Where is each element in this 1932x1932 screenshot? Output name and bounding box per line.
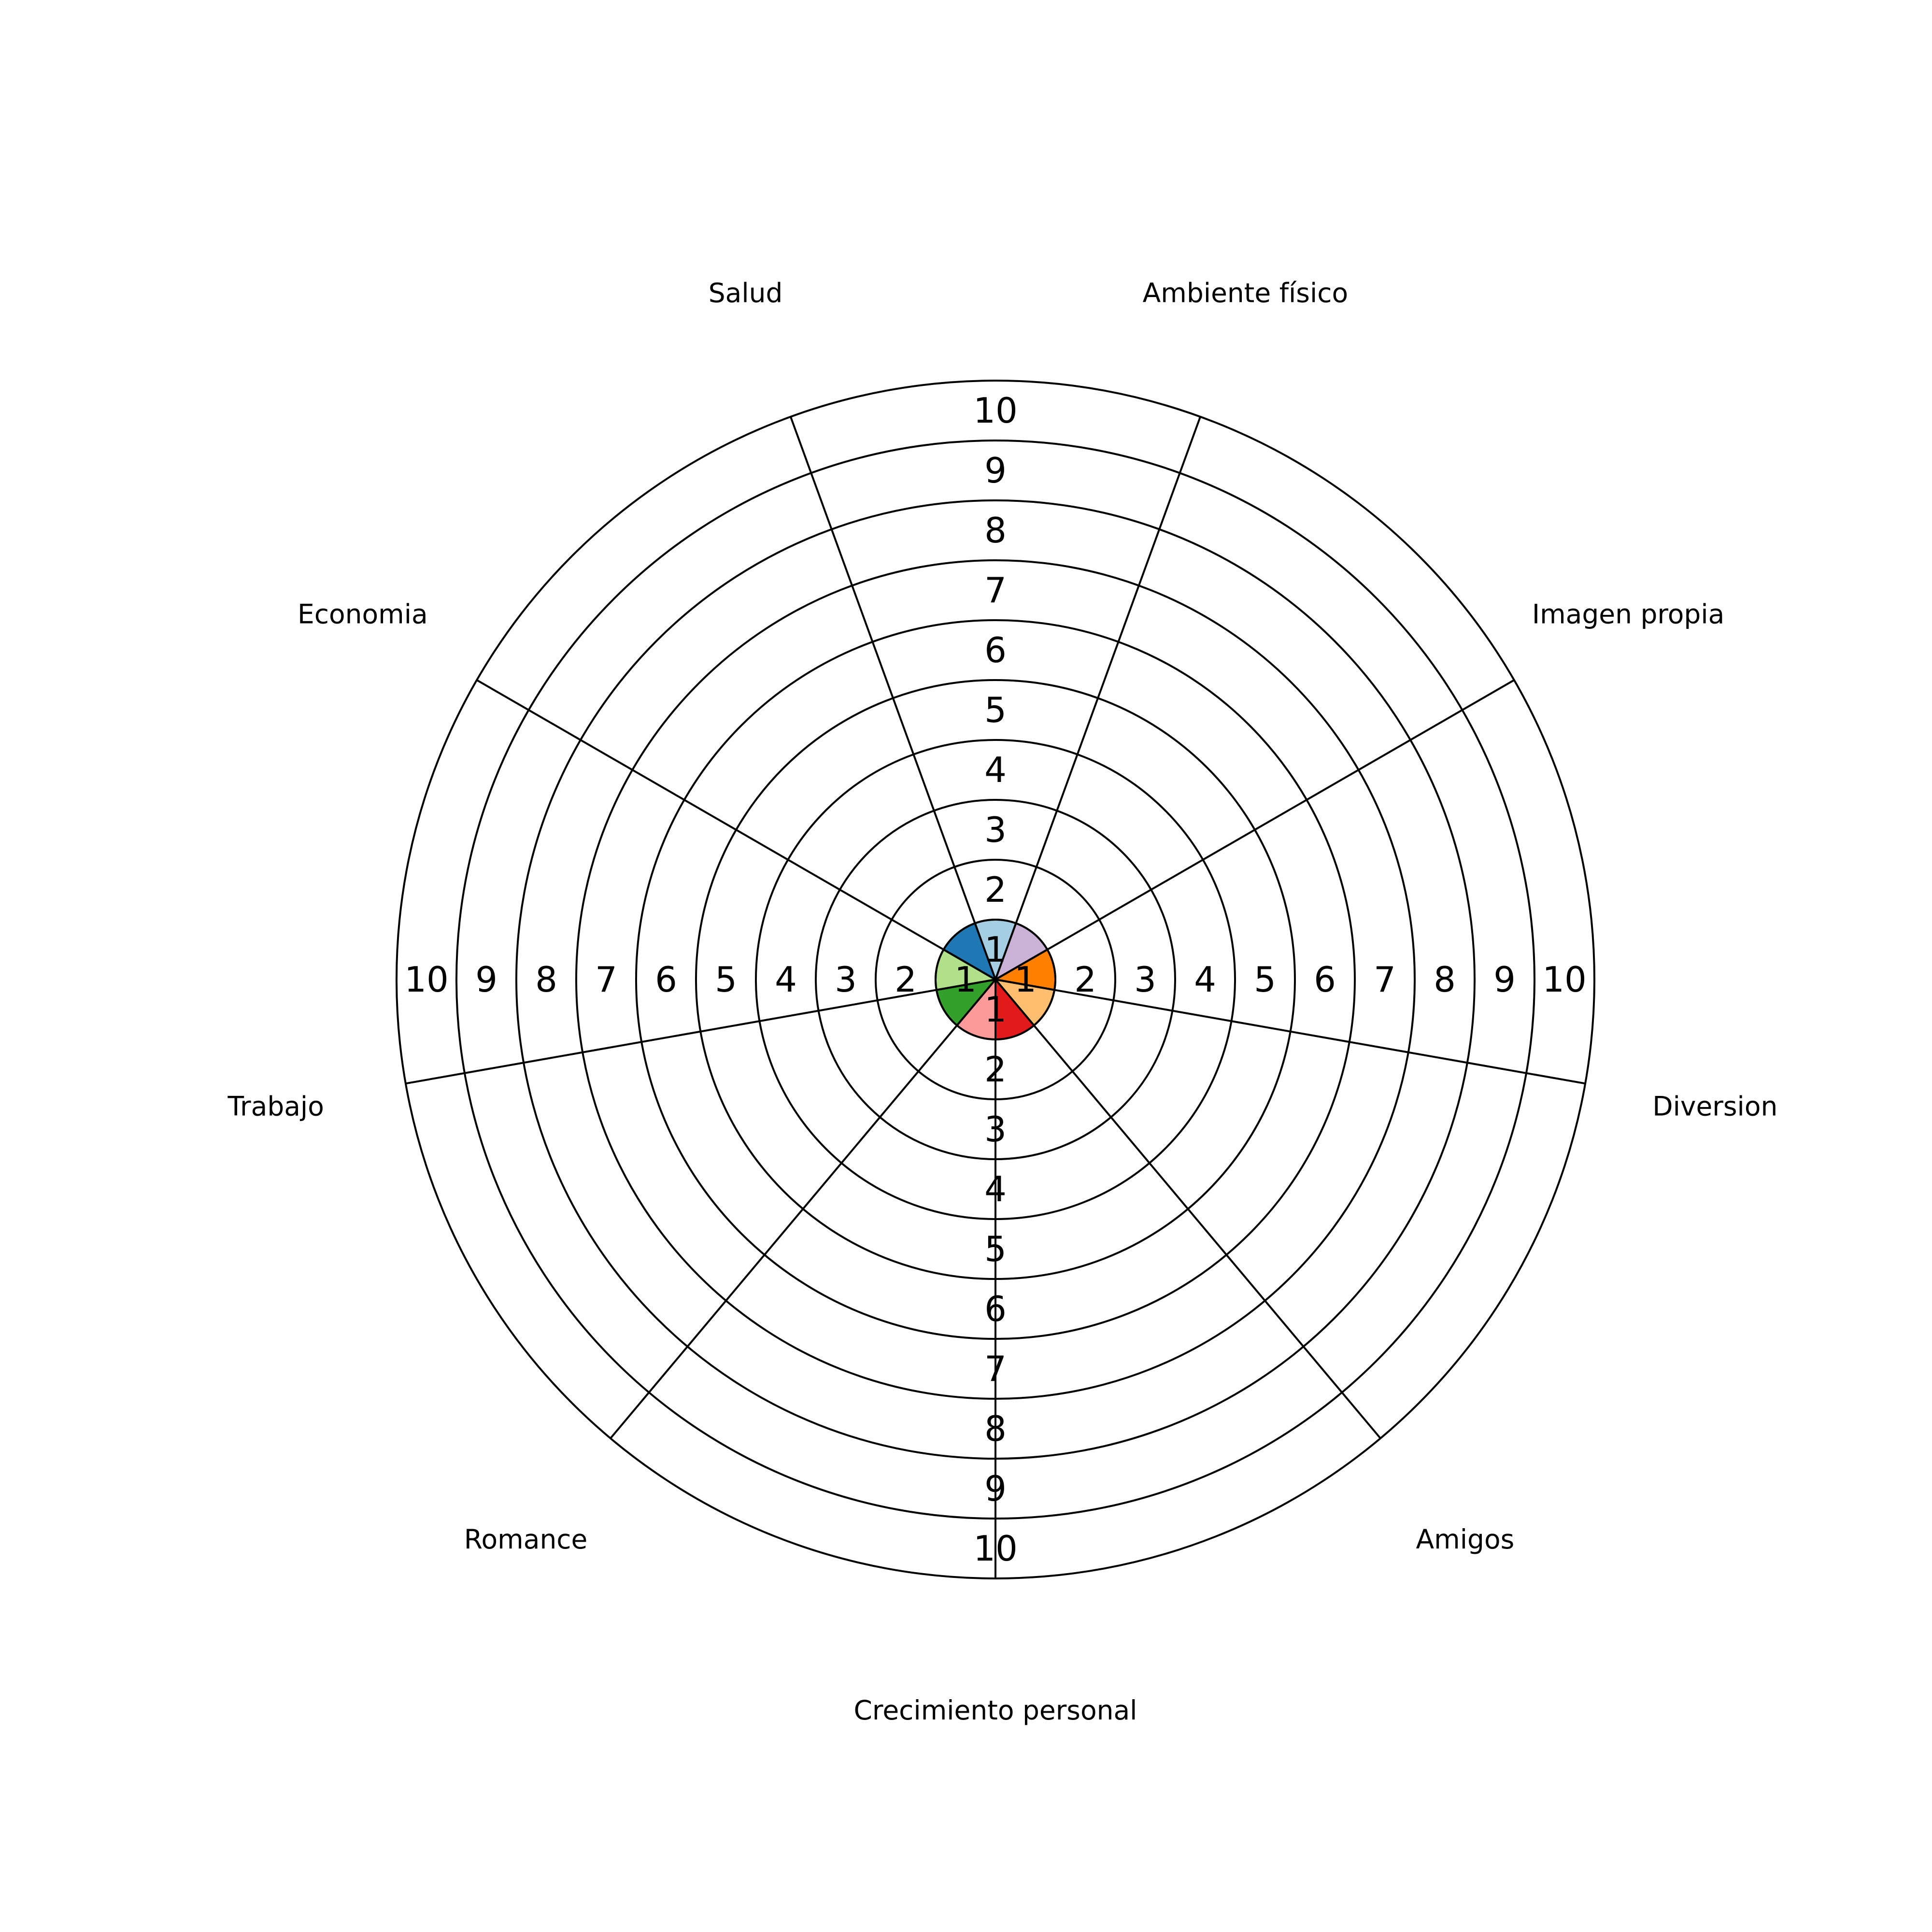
tick-label-up-8: 8 [984,510,1007,551]
tick-label-up-5: 5 [984,690,1007,730]
tick-label-left-4: 4 [775,959,797,1000]
tick-label-up-10: 10 [973,390,1018,431]
tick-label-up-2: 2 [984,869,1007,910]
category-label-2: Ambiente físico [1143,277,1348,308]
tick-label-right-9: 9 [1493,959,1516,1000]
tick-label-left-5: 5 [715,959,737,1000]
category-label-4: Diversion [1652,1091,1777,1122]
tick-label-down-1: 1 [984,989,1007,1030]
tick-label-up-1: 1 [984,929,1007,970]
spoke-1 [790,416,996,980]
category-label-6: Crecimiento personal [854,1695,1137,1726]
tick-label-right-6: 6 [1314,959,1336,1000]
category-label-3: Imagen propia [1532,599,1724,630]
tick-label-down-9: 9 [984,1468,1007,1509]
tick-label-right-10: 10 [1542,959,1587,1000]
category-label-5: Amigos [1416,1524,1515,1555]
spoke-8 [405,979,996,1085]
tick-label-down-5: 5 [984,1229,1007,1269]
tick-label-down-7: 7 [984,1349,1007,1389]
tick-label-down-10: 10 [973,1528,1018,1569]
tick-label-down-3: 3 [984,1109,1007,1150]
tick-label-down-8: 8 [984,1408,1007,1449]
spoke-2 [994,416,1201,980]
spoke-grid [405,416,1586,1578]
tick-label-left-3: 3 [835,959,857,1000]
tick-label-right-3: 3 [1134,959,1156,1000]
tick-label-up-4: 4 [984,750,1007,790]
tick-label-down-4: 4 [984,1169,1007,1209]
tick-label-up-9: 9 [984,450,1007,491]
tick-label-left-2: 2 [895,959,917,1000]
tick-label-right-5: 5 [1254,959,1276,1000]
spoke-5 [994,979,1381,1439]
tick-label-up-6: 6 [984,630,1007,670]
category-label-8: Trabajo [227,1091,324,1122]
spoke-4 [995,979,1586,1085]
tick-label-right-2: 2 [1074,959,1096,1000]
tick-label-right-8: 8 [1434,959,1456,1000]
tick-label-left-8: 8 [535,959,557,1000]
tick-label-left-9: 9 [475,959,497,1000]
category-labels: Salud Ambiente físico Imagen propia Diversi… [227,277,1777,1725]
spoke-3 [995,679,1515,980]
tick-label-left-1: 1 [954,959,977,1000]
category-label-7: Romance [464,1524,588,1555]
tick-label-left-10: 10 [404,959,449,1000]
tick-label-right-1: 1 [1014,959,1037,1000]
tick-label-down-2: 2 [984,1049,1007,1090]
tick-label-left-6: 6 [655,959,677,1000]
tick-label-down-6: 6 [984,1289,1007,1329]
tick-label-left-7: 7 [595,959,617,1000]
tick-label-up-3: 3 [984,810,1007,850]
tick-label-right-4: 4 [1194,959,1216,1000]
category-label-1: Salud [709,277,783,308]
category-label-9: Economia [298,599,428,630]
tick-label-up-7: 7 [984,570,1007,611]
spoke-9 [476,679,996,980]
tick-label-right-7: 7 [1374,959,1396,1000]
spoke-7 [610,979,996,1439]
